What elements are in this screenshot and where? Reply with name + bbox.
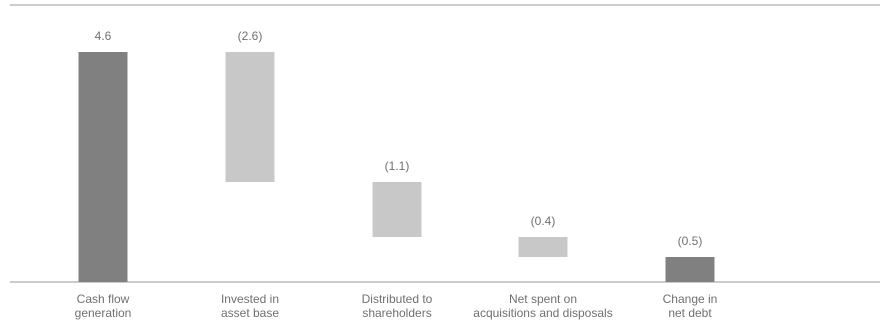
bar-3 [372, 182, 422, 237]
bars-layer [78, 52, 715, 282]
value-label-3: (1.1) [385, 159, 410, 173]
value-labels-layer: 4.6 (2.6) (1.1) (0.4) (0.5) [95, 29, 703, 248]
category-label-4: Net spent on acquisitions and disposals [473, 292, 612, 320]
bar-4 [518, 237, 568, 257]
category-label-3: Distributed to shareholders [362, 292, 433, 320]
category-label-2: Invested in asset base [221, 292, 279, 320]
bar-5 [665, 257, 715, 282]
category-labels-layer: Cash flow generation Invested in asset base… [75, 292, 718, 320]
value-label-1: 4.6 [95, 29, 112, 43]
bar-2 [225, 52, 275, 182]
value-label-2: (2.6) [238, 29, 263, 43]
value-label-5: (0.5) [678, 234, 703, 248]
bar-1 [78, 52, 128, 282]
category-label-1: Cash flow generation [75, 292, 132, 320]
category-label-5: Change in net debt [663, 292, 718, 320]
value-label-4: (0.4) [531, 214, 556, 228]
